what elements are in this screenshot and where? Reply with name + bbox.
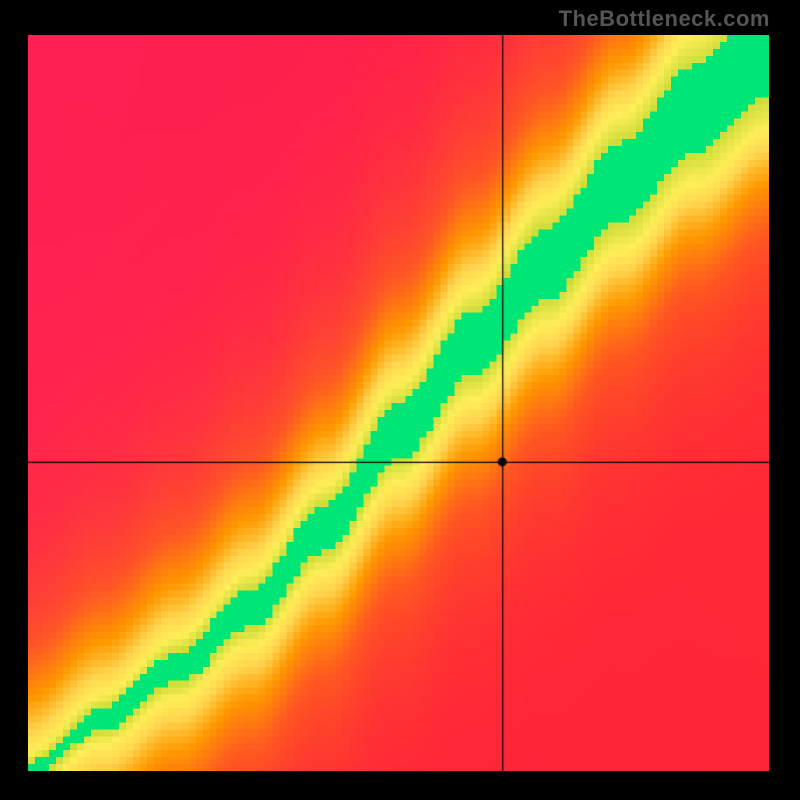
watermark-text: TheBottleneck.com xyxy=(559,6,770,32)
chart-container: TheBottleneck.com xyxy=(0,0,800,800)
heatmap-canvas xyxy=(28,35,769,771)
